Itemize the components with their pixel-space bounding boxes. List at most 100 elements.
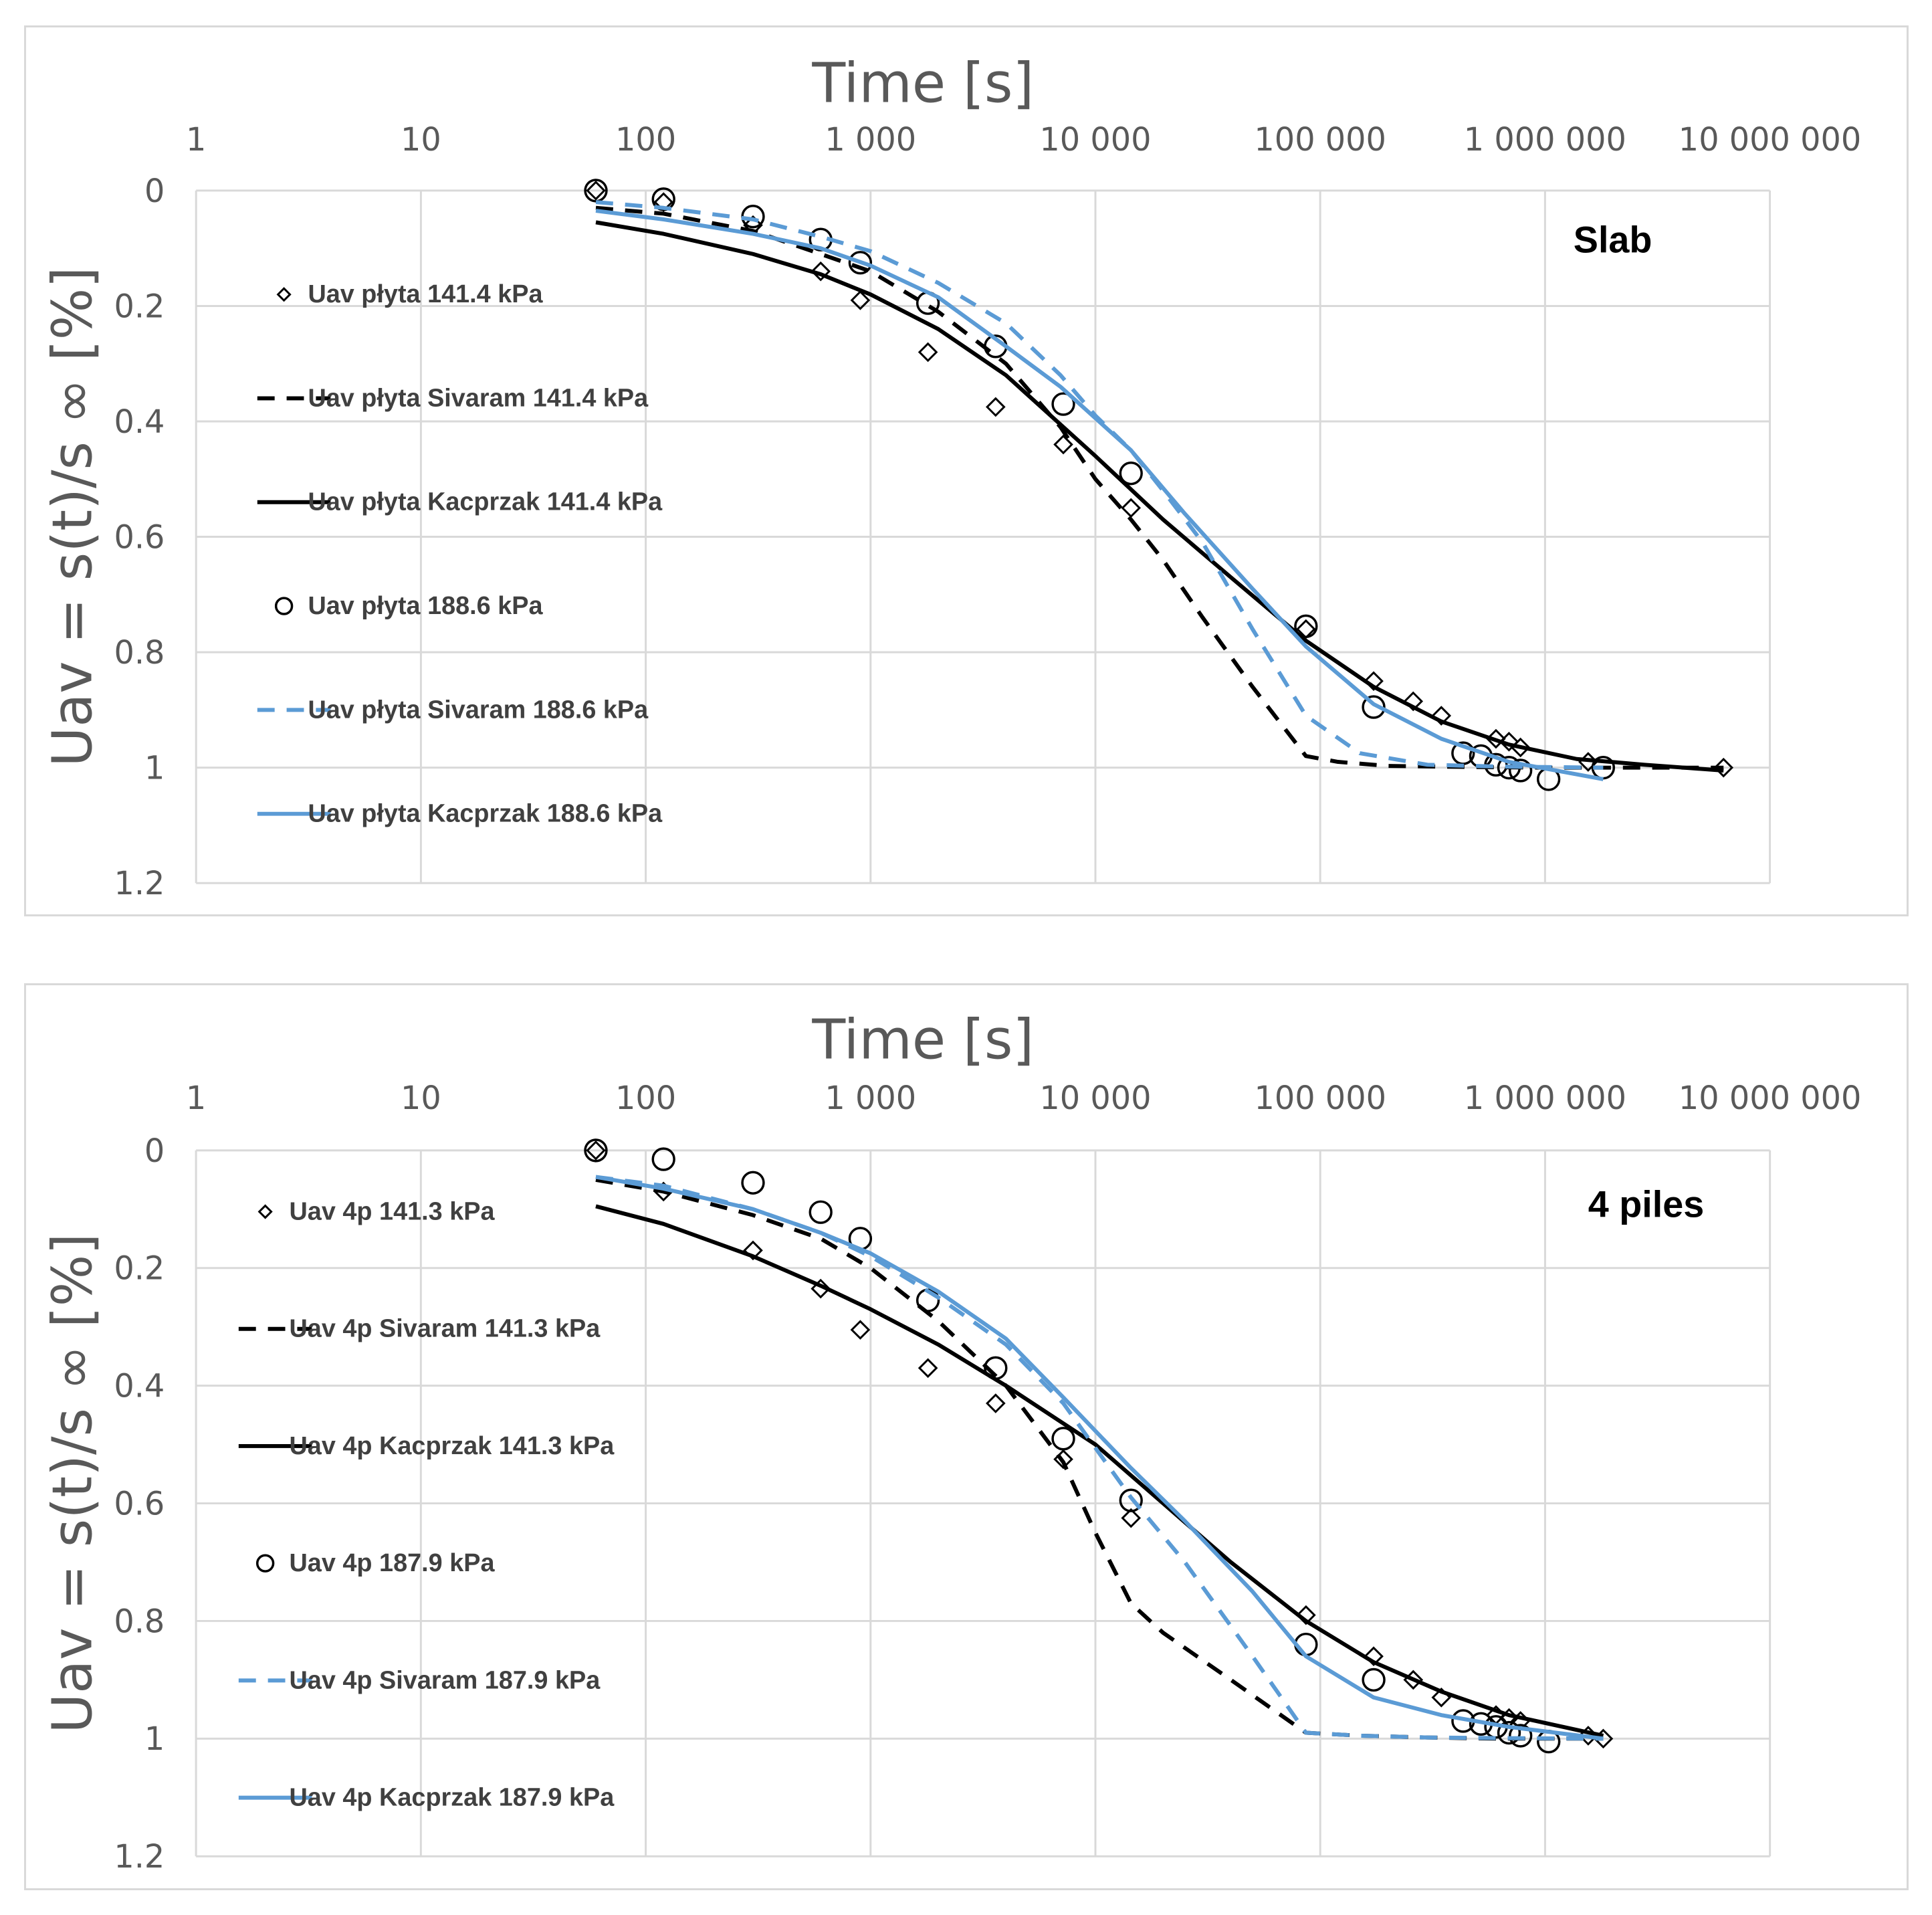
series-1 (586, 1140, 1614, 1749)
data-point-diamond (1431, 706, 1452, 726)
legend-item: Uav 4p 141.3 kPa (257, 1197, 496, 1225)
legend-item: Uav płyta Kacprzak 141.4 kPa (257, 488, 663, 516)
legend-item: Uav 4p Sivaram 141.3 kPa (238, 1315, 601, 1343)
series-5 (595, 1175, 1604, 1741)
data-point-circle (1051, 392, 1075, 416)
legend-item: Uav płyta Sivaram 188.6 kPa (257, 696, 649, 724)
data-point-diamond (1053, 434, 1073, 455)
y-tick-label: 0 (144, 173, 165, 210)
data-point-circle (984, 1356, 1008, 1380)
data-point-circle (741, 1171, 765, 1195)
x-tick-label: 10 000 (1039, 122, 1151, 159)
y-tick-label: 0.4 (114, 404, 165, 441)
data-point-diamond (743, 1240, 763, 1261)
series-line (595, 1204, 1604, 1738)
x-tick-label: 10 (401, 122, 441, 159)
y-tick-label: 0.2 (114, 288, 165, 325)
series-line (595, 1175, 1604, 1741)
data-point-circle (584, 179, 608, 203)
x-tick-label: 1 (186, 122, 206, 159)
data-point-diamond (1121, 1508, 1142, 1528)
y-tick-label: 1 (144, 1721, 165, 1758)
y-tick-label: 1.2 (114, 1839, 165, 1876)
series-6 (595, 1175, 1604, 1741)
legend-label: Uav płyta Kacprzak 188.6 kPa (308, 800, 663, 828)
y-tick-label: 1.2 (114, 866, 165, 902)
data-point-diamond (850, 1320, 871, 1340)
series-3 (595, 220, 1724, 773)
data-point-diamond (1499, 732, 1519, 752)
data-point-circle (809, 1200, 833, 1224)
data-point-diamond (1364, 671, 1384, 692)
data-point-diamond (1713, 757, 1734, 778)
y-axis-title: Uav = s(t)/s ∞ [%] (41, 1233, 104, 1734)
chart-slab-svg: 1 10 100 1 000 10 000 100 000 1 000 000 10 000 … (41, 52, 1862, 902)
legend-label: Uav płyta 141.4 kPa (308, 280, 543, 308)
x-tick-label: 100 000 (1254, 122, 1386, 159)
data-point-diamond (1296, 1605, 1316, 1625)
data-point-diamond (850, 290, 871, 310)
legend-symbol-circle (274, 597, 294, 615)
data-point-circle (1119, 461, 1143, 486)
series-6 (595, 209, 1604, 781)
legend-label: Uav 4p Sivaram 187.9 kPa (289, 1666, 601, 1694)
x-tick-label: 10 000 000 (1679, 122, 1862, 159)
data-point-circle (1497, 1720, 1521, 1745)
data-point-diamond (1486, 728, 1506, 749)
x-tick-label: 100 (615, 1080, 676, 1117)
x-tick-label: 10 000 000 (1679, 1080, 1862, 1117)
legend-item: Uav płyta 188.6 kPa (274, 592, 543, 620)
x-tick-label: 1 000 (825, 1080, 916, 1117)
series-line (595, 209, 1604, 781)
data-point-diamond (811, 1278, 831, 1299)
chart-panel-slab: 1 10 100 1 000 10 000 100 000 1 000 000 10 000 … (24, 25, 1909, 916)
data-point-circle (584, 1138, 608, 1163)
grid (195, 1149, 1772, 1857)
legend-label: Uav płyta Sivaram 141.4 kPa (308, 384, 649, 412)
y-tick-label: 0.8 (114, 635, 165, 672)
panel-label: Slab (1574, 219, 1652, 260)
x-axis-title: Time [s] (811, 1009, 1034, 1072)
data-point-diamond (918, 342, 938, 363)
x-tick-label: 100 (615, 122, 676, 159)
legend-label: Uav 4p Sivaram 141.3 kPa (289, 1315, 601, 1343)
chart-panel-4-piles: 1 10 100 1 000 10 000 100 000 1 000 000 10 000 … (24, 983, 1909, 1890)
series-line (595, 220, 1724, 773)
y-tick-label: 1 (144, 750, 165, 787)
series-2 (595, 1177, 1604, 1741)
x-axis-title: Time [s] (811, 52, 1034, 115)
data-point-diamond (586, 181, 606, 201)
data-point-circle (1508, 759, 1533, 783)
y-tick-label: 0.2 (114, 1251, 165, 1288)
legend-symbol-diamond (276, 287, 292, 302)
legend-label: Uav 4p Kacprzak 187.9 kPa (289, 1784, 615, 1812)
data-point-circle (848, 251, 873, 275)
y-tick-label: 0.4 (114, 1369, 165, 1405)
series-line (595, 1175, 1604, 1741)
data-point-diamond (1403, 691, 1424, 712)
data-point-circle (651, 1147, 675, 1171)
legend-symbol-circle (255, 1554, 275, 1573)
data-point-circle (1362, 1668, 1386, 1692)
y-tick-label: 0 (144, 1133, 165, 1170)
data-point-diamond (1364, 1646, 1384, 1667)
legend-item: Uav 4p Sivaram 187.9 kPa (238, 1666, 601, 1694)
legend-item: Uav 4p 187.9 kPa (255, 1549, 496, 1577)
data-point-diamond (811, 261, 831, 282)
legend-item: Uav 4p Kacprzak 187.9 kPa (238, 1784, 615, 1812)
legend-item: Uav płyta Kacprzak 188.6 kPa (257, 800, 663, 828)
legend: Uav 4p 141.3 kPa Uav 4p Sivaram 141.3 kPa… (238, 1197, 615, 1812)
legend-label: Uav 4p 187.9 kPa (289, 1549, 495, 1577)
data-point-diamond (918, 1358, 938, 1379)
data-point-circle (1294, 614, 1318, 638)
y-tick-label: 0.8 (114, 1603, 165, 1640)
legend-label: Uav 4p 141.3 kPa (289, 1197, 495, 1225)
data-point-circle (1362, 695, 1386, 719)
legend-label: Uav płyta 188.6 kPa (308, 592, 543, 620)
series-1 (586, 181, 1734, 778)
series-4 (584, 1138, 1561, 1754)
legend-item: Uav płyta Sivaram 141.4 kPa (257, 384, 649, 412)
legend: Uav płyta 141.4 kPa Uav płyta Sivaram 141… (257, 280, 663, 828)
x-tick-label: 10 000 (1039, 1080, 1151, 1117)
x-tick-label: 1 000 000 (1464, 122, 1626, 159)
